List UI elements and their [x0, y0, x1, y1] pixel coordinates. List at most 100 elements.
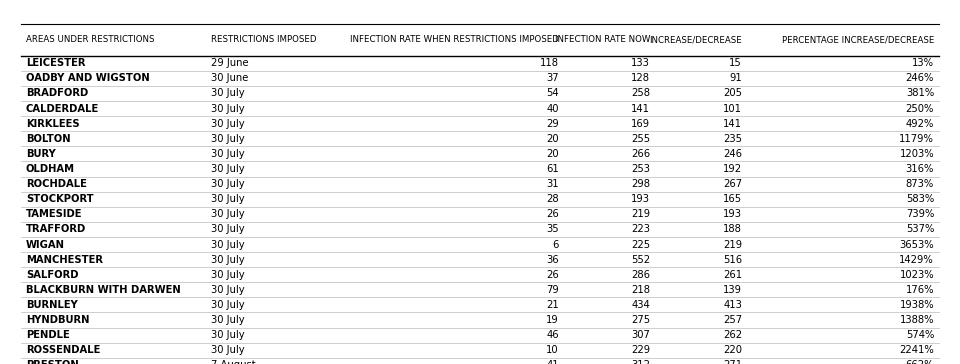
Text: 434: 434	[631, 300, 650, 310]
Text: OADBY AND WIGSTON: OADBY AND WIGSTON	[26, 74, 150, 83]
Text: 261: 261	[723, 270, 742, 280]
Text: 250%: 250%	[905, 104, 934, 114]
Text: 257: 257	[723, 315, 742, 325]
Text: 30 July: 30 July	[211, 345, 245, 355]
Text: INFECTION RATE WHEN RESTRICTIONS IMPOSED: INFECTION RATE WHEN RESTRICTIONS IMPOSED	[349, 35, 559, 44]
Text: 537%: 537%	[905, 225, 934, 234]
Text: 101: 101	[723, 104, 742, 114]
Text: 13%: 13%	[912, 58, 934, 68]
Text: 30 July: 30 July	[211, 240, 245, 249]
Text: STOCKPORT: STOCKPORT	[26, 194, 93, 204]
Text: 552: 552	[631, 255, 650, 265]
Text: 298: 298	[631, 179, 650, 189]
Text: RESTRICTIONS IMPOSED: RESTRICTIONS IMPOSED	[211, 35, 317, 44]
Text: 1179%: 1179%	[900, 134, 934, 144]
Text: PENDLE: PENDLE	[26, 330, 70, 340]
Text: BOLTON: BOLTON	[26, 134, 70, 144]
Text: 176%: 176%	[905, 285, 934, 295]
Text: 219: 219	[631, 209, 650, 219]
Text: 286: 286	[631, 270, 650, 280]
Text: 20: 20	[546, 134, 559, 144]
Text: 193: 193	[631, 194, 650, 204]
Text: 141: 141	[631, 104, 650, 114]
Text: OLDHAM: OLDHAM	[26, 164, 75, 174]
Text: 739%: 739%	[905, 209, 934, 219]
Text: 141: 141	[723, 119, 742, 128]
Text: 46: 46	[546, 330, 559, 340]
Text: 316%: 316%	[905, 164, 934, 174]
Text: 225: 225	[631, 240, 650, 249]
Text: 2241%: 2241%	[900, 345, 934, 355]
Text: 10: 10	[546, 345, 559, 355]
Text: 229: 229	[631, 345, 650, 355]
Text: 30 July: 30 July	[211, 330, 245, 340]
Text: TRAFFORD: TRAFFORD	[26, 225, 86, 234]
Text: 381%: 381%	[906, 88, 934, 98]
Text: 583%: 583%	[906, 194, 934, 204]
Text: 218: 218	[631, 285, 650, 295]
Text: 54: 54	[546, 88, 559, 98]
Text: 271: 271	[723, 360, 742, 364]
Text: 128: 128	[631, 74, 650, 83]
Text: 873%: 873%	[906, 179, 934, 189]
Text: 15: 15	[730, 58, 742, 68]
Text: 30 July: 30 July	[211, 255, 245, 265]
Text: 30 July: 30 July	[211, 179, 245, 189]
Text: 37: 37	[546, 74, 559, 83]
Text: 165: 165	[723, 194, 742, 204]
Text: ROCHDALE: ROCHDALE	[26, 179, 86, 189]
Text: 193: 193	[723, 209, 742, 219]
Text: CALDERDALE: CALDERDALE	[26, 104, 99, 114]
Text: 19: 19	[546, 315, 559, 325]
Text: 205: 205	[723, 88, 742, 98]
Text: 30 July: 30 July	[211, 134, 245, 144]
Text: 6: 6	[552, 240, 559, 249]
Text: 133: 133	[631, 58, 650, 68]
Text: 235: 235	[723, 134, 742, 144]
Text: 30 July: 30 July	[211, 315, 245, 325]
Text: 312: 312	[631, 360, 650, 364]
Text: 1023%: 1023%	[900, 270, 934, 280]
Text: 492%: 492%	[905, 119, 934, 128]
Text: 192: 192	[723, 164, 742, 174]
Text: 662%: 662%	[905, 360, 934, 364]
Text: 29 June: 29 June	[211, 58, 249, 68]
Text: 223: 223	[631, 225, 650, 234]
Text: 1203%: 1203%	[900, 149, 934, 159]
Text: 413: 413	[723, 300, 742, 310]
Text: 40: 40	[546, 104, 559, 114]
Text: 1388%: 1388%	[900, 315, 934, 325]
Text: 169: 169	[631, 119, 650, 128]
Text: 79: 79	[546, 285, 559, 295]
Text: BURY: BURY	[26, 149, 56, 159]
Text: 30 July: 30 July	[211, 119, 245, 128]
Text: 516: 516	[723, 255, 742, 265]
Text: 7 August: 7 August	[211, 360, 255, 364]
Text: 267: 267	[723, 179, 742, 189]
Text: INCREASE/DECREASE: INCREASE/DECREASE	[649, 35, 742, 44]
Text: INFECTION RATE NOW: INFECTION RATE NOW	[555, 35, 650, 44]
Text: 30 July: 30 July	[211, 88, 245, 98]
Text: 20: 20	[546, 149, 559, 159]
Text: AREAS UNDER RESTRICTIONS: AREAS UNDER RESTRICTIONS	[26, 35, 155, 44]
Text: 26: 26	[546, 270, 559, 280]
Text: 30 July: 30 July	[211, 270, 245, 280]
Text: 258: 258	[631, 88, 650, 98]
Text: BRADFORD: BRADFORD	[26, 88, 88, 98]
Text: 220: 220	[723, 345, 742, 355]
Text: 307: 307	[631, 330, 650, 340]
Text: 61: 61	[546, 164, 559, 174]
Text: 574%: 574%	[905, 330, 934, 340]
Text: 30 July: 30 July	[211, 194, 245, 204]
Text: 246%: 246%	[905, 74, 934, 83]
Text: 139: 139	[723, 285, 742, 295]
Text: LEICESTER: LEICESTER	[26, 58, 85, 68]
Text: 1938%: 1938%	[900, 300, 934, 310]
Text: BLACKBURN WITH DARWEN: BLACKBURN WITH DARWEN	[26, 285, 180, 295]
Text: PERCENTAGE INCREASE/DECREASE: PERCENTAGE INCREASE/DECREASE	[781, 35, 934, 44]
Text: ROSSENDALE: ROSSENDALE	[26, 345, 100, 355]
Text: 262: 262	[723, 330, 742, 340]
Text: 26: 26	[546, 209, 559, 219]
Text: 31: 31	[546, 179, 559, 189]
Text: TAMESIDE: TAMESIDE	[26, 209, 83, 219]
